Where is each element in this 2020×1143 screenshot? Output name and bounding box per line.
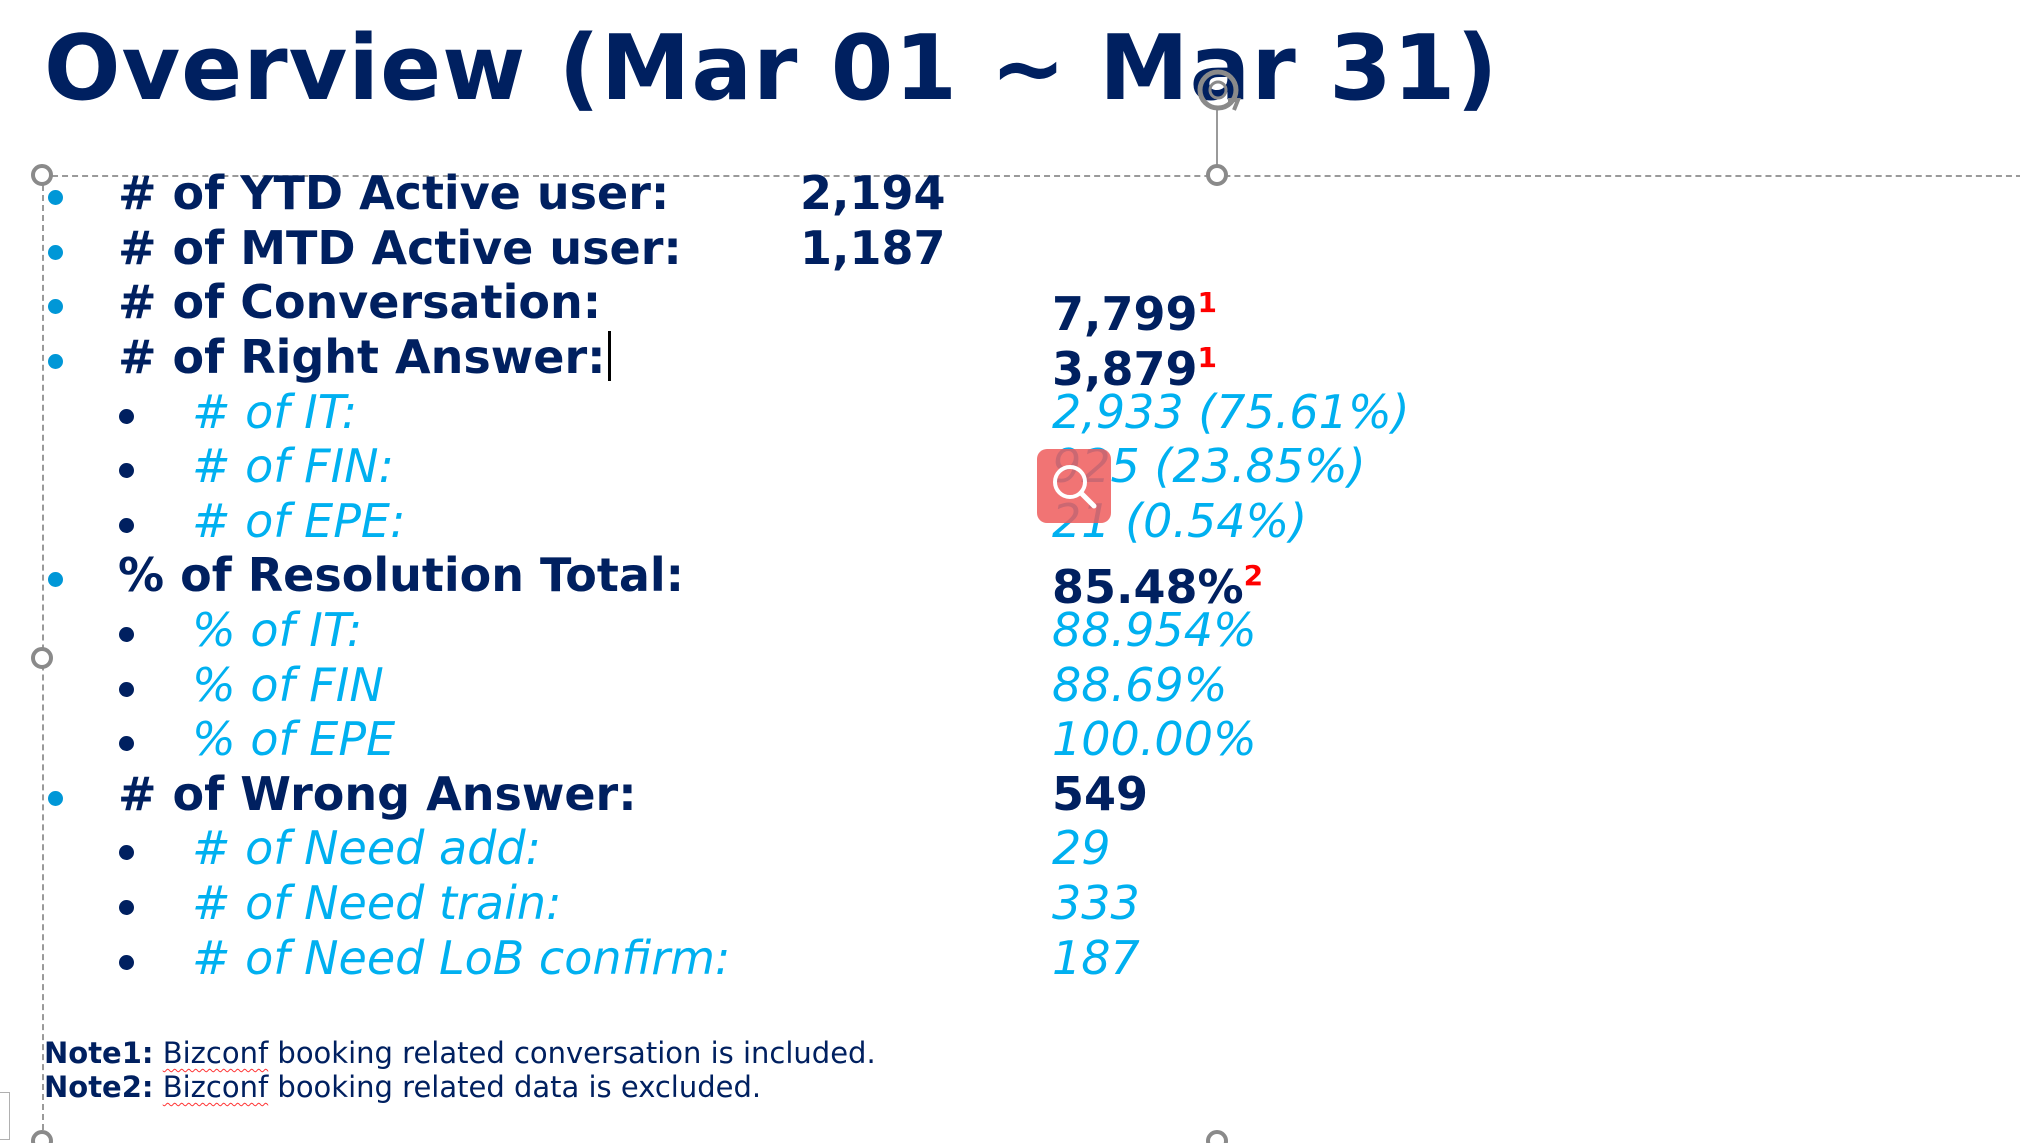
right-answer-value-group: 3,8791	[1052, 330, 1217, 397]
note-ref-marker: 1	[1197, 286, 1217, 319]
ytd-active-user-label: # of YTD Active user:	[118, 166, 670, 220]
footnote-1-text: booking related conversation is included…	[268, 1036, 876, 1070]
need-train-value: 333	[1052, 876, 1140, 930]
resolution-total-value: 85.48%	[1052, 560, 1244, 614]
right-answer-fin-label: # of FIN:	[192, 439, 395, 493]
search-magnifier-icon[interactable]	[1037, 449, 1111, 523]
need-train-label: # of Need train:	[192, 876, 562, 930]
bullet-icon	[48, 190, 63, 205]
need-lob-confirm-value: 187	[1052, 931, 1140, 985]
note-ref-marker: 2	[1243, 559, 1264, 592]
bullet-icon	[119, 463, 134, 478]
footnote-2-label: Note2:	[44, 1070, 154, 1104]
bullet-icon	[119, 736, 134, 751]
resolution-fin-label: % of FIN	[192, 658, 384, 712]
right-answer-label: # of Right Answer:	[118, 330, 606, 384]
resolution-epe-value: 100.00%	[1052, 712, 1257, 766]
bullet-icon	[119, 682, 134, 697]
resolution-fin-value: 88.69%	[1052, 658, 1228, 712]
rotate-handle-icon[interactable]	[1194, 66, 1242, 114]
resize-handle-top-left[interactable]	[31, 164, 53, 186]
wrong-answer-value: 549	[1052, 767, 1149, 821]
right-answer-it-value: 2,933 (75.61%)	[1052, 385, 1410, 439]
resolution-total-value-group: 85.48%2	[1052, 548, 1263, 615]
mtd-active-user-label: # of MTD Active user:	[118, 221, 682, 275]
bullet-icon	[48, 245, 63, 260]
right-answer-epe-label: # of EPE:	[192, 494, 406, 548]
footnote-2-text: booking related data is excluded.	[268, 1070, 762, 1104]
bullet-icon	[119, 955, 134, 970]
resize-handle-top-center[interactable]	[1206, 164, 1228, 186]
resolution-total-label: % of Resolution Total:	[118, 548, 685, 602]
footnotes: Note1: Bizconf booking related conversat…	[44, 1036, 876, 1104]
right-answer-label-group: # of Right Answer:	[118, 330, 611, 385]
wrong-answer-label: # of Wrong Answer:	[118, 767, 637, 821]
footnote-2: Note2: Bizconf booking related data is e…	[44, 1070, 876, 1104]
resize-handle-bottom-left[interactable]	[31, 1130, 53, 1143]
bullet-icon	[119, 900, 134, 915]
conversation-label: # of Conversation:	[118, 275, 602, 329]
resize-handle-middle-left[interactable]	[31, 647, 53, 669]
bullet-icon	[119, 627, 134, 642]
bullet-icon	[48, 572, 63, 587]
conversation-value-group: 7,7991	[1052, 275, 1217, 342]
slide-edge-marker	[0, 1092, 10, 1140]
footnote-1-label: Note1:	[44, 1036, 154, 1070]
footnote-2-brand: Bizconf	[162, 1070, 269, 1104]
bullet-icon	[48, 791, 63, 806]
bullet-icon	[48, 354, 63, 369]
resize-handle-bottom-center[interactable]	[1206, 1130, 1228, 1143]
note-ref-marker: 1	[1197, 341, 1217, 374]
need-lob-confirm-label: # of Need LoB confirm:	[192, 931, 731, 985]
bullet-icon	[119, 518, 134, 533]
resolution-epe-label: % of EPE	[192, 712, 396, 766]
mtd-active-user-value: 1,187	[800, 221, 946, 275]
conversation-value: 7,799	[1052, 287, 1198, 341]
text-cursor	[607, 331, 611, 381]
right-answer-value: 3,879	[1052, 342, 1198, 396]
resolution-it-label: % of IT:	[192, 603, 363, 657]
bullet-icon	[48, 299, 63, 314]
need-add-value: 29	[1052, 821, 1111, 875]
rotate-handle-stem	[1216, 110, 1218, 172]
bullet-icon	[119, 845, 134, 860]
resolution-it-value: 88.954%	[1052, 603, 1257, 657]
need-add-label: # of Need add:	[192, 821, 542, 875]
bullet-icon	[119, 409, 134, 424]
footnote-1: Note1: Bizconf booking related conversat…	[44, 1036, 876, 1070]
ytd-active-user-value: 2,194	[800, 166, 946, 220]
right-answer-it-label: # of IT:	[192, 385, 358, 439]
slide-title[interactable]: Overview (Mar 01 ~ Mar 31)	[44, 16, 1499, 121]
footnote-1-brand: Bizconf	[162, 1036, 269, 1070]
